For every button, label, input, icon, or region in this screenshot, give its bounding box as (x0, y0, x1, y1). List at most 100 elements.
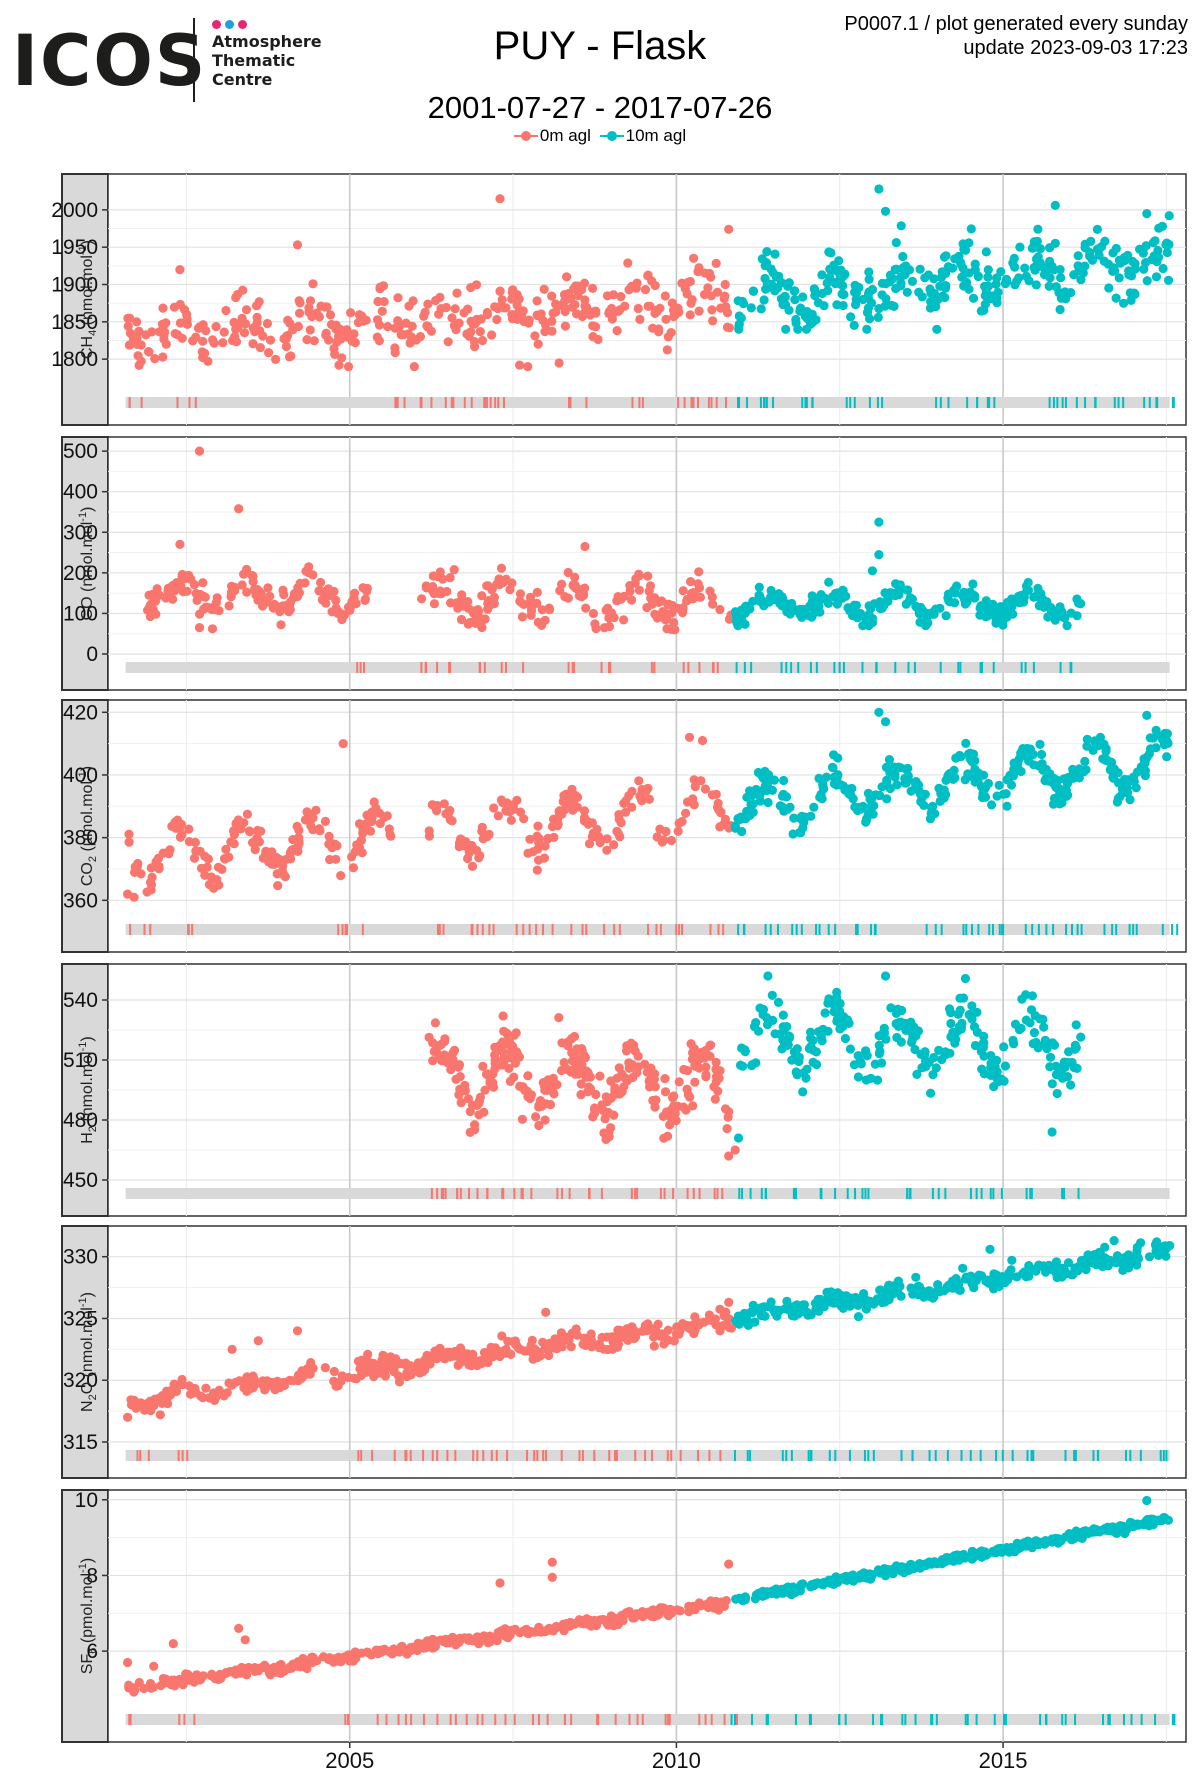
data-point-10m (877, 782, 887, 792)
data-point-0m (686, 1039, 696, 1049)
data-point-0m (454, 1060, 465, 1070)
data-point-0m (591, 1089, 601, 1100)
data-point-0m (154, 864, 164, 874)
data-point-10m (887, 300, 897, 310)
data-point-10m (948, 1283, 958, 1293)
data-point-0m (285, 1375, 295, 1385)
data-point-0m (528, 1354, 538, 1364)
data-point-0m (483, 581, 493, 591)
data-point-0m (689, 253, 699, 263)
data-point-0m (661, 314, 671, 324)
data-point-10m (781, 324, 791, 334)
y-tick-label: 1850 (51, 311, 98, 334)
data-point-10m (1144, 1252, 1155, 1262)
data-point-0m (666, 835, 677, 846)
data-point-0m (208, 335, 218, 345)
data-point-0m (429, 599, 439, 609)
data-point-0m (248, 838, 258, 848)
data-point-0m (619, 615, 629, 625)
data-point-0m (201, 1383, 211, 1393)
data-point-10m (863, 810, 873, 820)
data-point-10m (1037, 594, 1047, 604)
data-point-10m (795, 813, 805, 823)
data-point-0m (209, 602, 219, 612)
data-point-10m (1027, 991, 1037, 1001)
data-point-10m (1066, 608, 1076, 618)
data-point-0m (553, 1334, 563, 1344)
data-point-0m (419, 1355, 429, 1366)
data-point-0m (306, 821, 316, 831)
y-axis-label: N2O (nmol.mol-1) (77, 1292, 99, 1412)
data-point-10m (1086, 236, 1096, 246)
data-point-10m (1016, 1023, 1026, 1033)
data-point-0m (576, 1090, 586, 1100)
data-point-10m (890, 1285, 900, 1295)
data-point-0m (123, 1412, 133, 1422)
data-point-10m (946, 1008, 956, 1018)
data-point-0m (126, 1395, 136, 1405)
data-point-0m (470, 1125, 480, 1135)
data-point-0m (614, 1063, 624, 1073)
data-point-0m (320, 1363, 330, 1373)
data-point-0m (535, 1351, 545, 1361)
data-point-10m (769, 1306, 779, 1316)
data-point-10m (1072, 1263, 1082, 1273)
data-point-0m (563, 1065, 573, 1075)
data-point-0m (627, 1322, 637, 1332)
data-point-10m (1002, 801, 1012, 811)
data-point-10m (1114, 273, 1124, 283)
data-point-0m (292, 1326, 303, 1336)
data-point-10m (865, 314, 875, 324)
data-point-0m (577, 592, 587, 602)
data-point-10m (1062, 778, 1073, 789)
data-point-10m (1050, 238, 1060, 248)
data-point-0m (681, 808, 691, 818)
data-point-0m (492, 1636, 502, 1646)
data-point-0m (423, 299, 433, 309)
logo-dots-icon (212, 16, 251, 34)
data-point-10m (866, 1574, 876, 1584)
data-point-0m (627, 281, 637, 291)
data-point-10m (1080, 756, 1090, 767)
data-point-10m (960, 973, 971, 984)
data-point-0m (130, 867, 140, 878)
data-point-10m (816, 590, 826, 600)
data-point-0m (532, 587, 542, 598)
data-point-10m (816, 1032, 826, 1042)
data-point-0m (625, 586, 635, 596)
data-point-10m (853, 1072, 864, 1082)
data-point-10m (808, 317, 818, 327)
data-point-0m (198, 578, 208, 588)
data-point-0m (477, 822, 487, 833)
data-point-0m (512, 300, 522, 310)
data-point-0m (655, 1606, 665, 1616)
data-point-0m (175, 265, 185, 275)
data-point-10m (941, 775, 951, 786)
data-point-10m (733, 1133, 744, 1143)
data-point-0m (496, 563, 507, 573)
data-point-0m (398, 330, 408, 340)
data-point-0m (249, 1374, 259, 1384)
data-point-0m (132, 317, 142, 327)
data-point-0m (644, 794, 655, 804)
data-point-0m (606, 1123, 616, 1133)
data-point-10m (937, 291, 948, 301)
data-point-10m (1139, 1520, 1149, 1530)
panel-5: 315 320 325 330 N2O (nmol.mol-1) (61, 1225, 1187, 1479)
data-point-0m (711, 1057, 721, 1067)
data-point-0m (527, 1335, 537, 1345)
data-point-0m (234, 1623, 244, 1633)
data-point-0m (190, 837, 200, 848)
data-point-0m (211, 322, 221, 332)
data-point-10m (1014, 273, 1024, 283)
data-point-10m (809, 284, 819, 294)
data-point-0m (695, 592, 706, 602)
data-point-0m (375, 818, 385, 829)
data-point-10m (992, 1067, 1002, 1077)
data-point-0m (158, 303, 168, 313)
data-point-0m (441, 1638, 451, 1648)
data-point-0m (231, 1377, 241, 1387)
data-point-0m (288, 325, 298, 335)
data-point-10m (838, 1021, 848, 1032)
data-point-10m (778, 1022, 788, 1032)
